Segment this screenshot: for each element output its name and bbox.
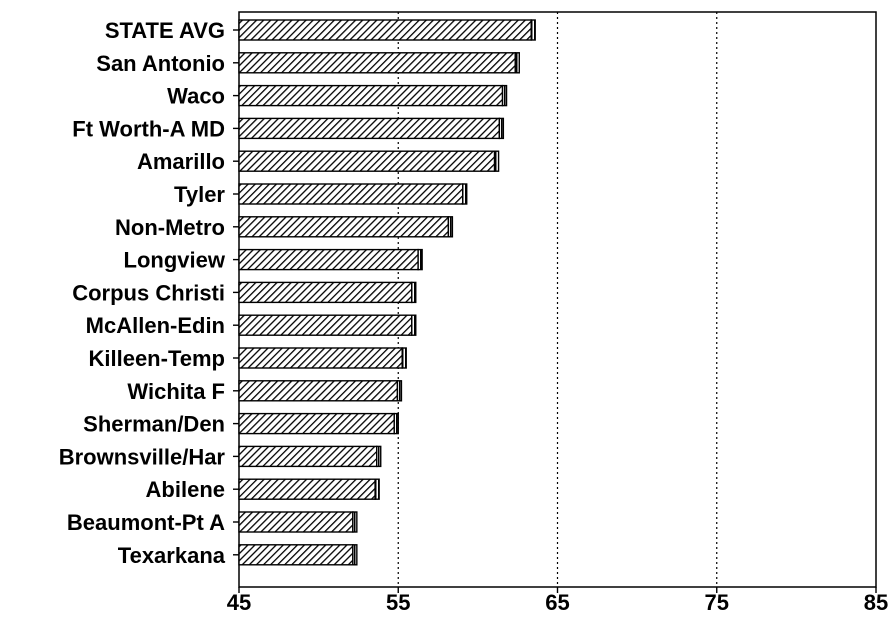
bar (238, 248, 423, 271)
bar-face (238, 84, 504, 107)
x-tick-label: 45 (227, 590, 251, 613)
category-label: Amarillo (137, 149, 225, 174)
bar-side (374, 478, 380, 500)
category-label: Texarkana (118, 543, 226, 568)
bar-face (238, 412, 395, 435)
bar-side (530, 19, 536, 41)
category-label: Brownsville/Har (59, 444, 226, 469)
category-label: Waco (167, 84, 225, 109)
bar-side (352, 511, 358, 533)
category-label: Abilene (146, 477, 225, 502)
bar-side (514, 52, 520, 74)
bar-face (238, 150, 496, 172)
bar-face (238, 314, 413, 336)
bar-side (401, 347, 407, 369)
bar-face (238, 117, 501, 140)
bar (238, 380, 403, 402)
bar-side (417, 248, 423, 271)
bar (238, 281, 417, 304)
category-label: San Antonio (96, 51, 225, 76)
category-label: Killeen-Temp (88, 346, 225, 371)
bar-side (396, 380, 403, 402)
bar-face (238, 19, 532, 41)
category-label: Sherman/Den (83, 412, 225, 437)
bar-face (238, 478, 376, 500)
category-label: Ft Worth-A MD (72, 116, 225, 141)
bar (238, 544, 358, 566)
bar (238, 412, 399, 435)
bar-side (498, 117, 505, 140)
category-label: Longview (124, 248, 226, 273)
x-tick-label: 55 (386, 590, 410, 613)
bar-side (462, 183, 468, 205)
bar (238, 183, 468, 205)
bar-face (238, 347, 403, 369)
bar (238, 445, 382, 468)
bar-side (411, 281, 417, 304)
bar-face (238, 52, 516, 74)
x-tick-label: 65 (545, 590, 569, 613)
category-label: Non-Metro (115, 215, 225, 240)
bar-face (238, 380, 399, 402)
bar (238, 19, 536, 41)
bar-face (238, 445, 378, 468)
x-tick-label: 85 (864, 590, 888, 613)
bar-face (238, 281, 413, 304)
bar-face (238, 511, 354, 533)
bar (238, 216, 454, 238)
category-label: STATE AVG (105, 18, 225, 43)
bar (238, 347, 407, 369)
bar-face (238, 216, 450, 238)
bar-face (238, 248, 419, 271)
bar (238, 84, 508, 107)
bar-face (238, 544, 354, 566)
bar (238, 117, 505, 140)
bar-side (501, 84, 508, 107)
bar-face (238, 183, 464, 205)
category-label: Corpus Christi (72, 280, 225, 305)
bar (238, 511, 358, 533)
category-label: Tyler (174, 182, 225, 207)
x-tick-label: 75 (705, 590, 729, 613)
bar-side (376, 445, 382, 468)
bar-side (493, 150, 500, 172)
bar-side (352, 544, 358, 566)
bar-side (447, 216, 454, 238)
category-label: Wichita F (127, 379, 225, 404)
category-label: McAllen-Edin (86, 313, 225, 338)
bar-side (411, 314, 417, 336)
bar (238, 478, 380, 500)
bar (238, 314, 417, 336)
bar (238, 52, 520, 74)
category-label: Beaumont-Pt A (67, 510, 225, 535)
bar (238, 150, 500, 172)
bar-side (393, 412, 399, 435)
